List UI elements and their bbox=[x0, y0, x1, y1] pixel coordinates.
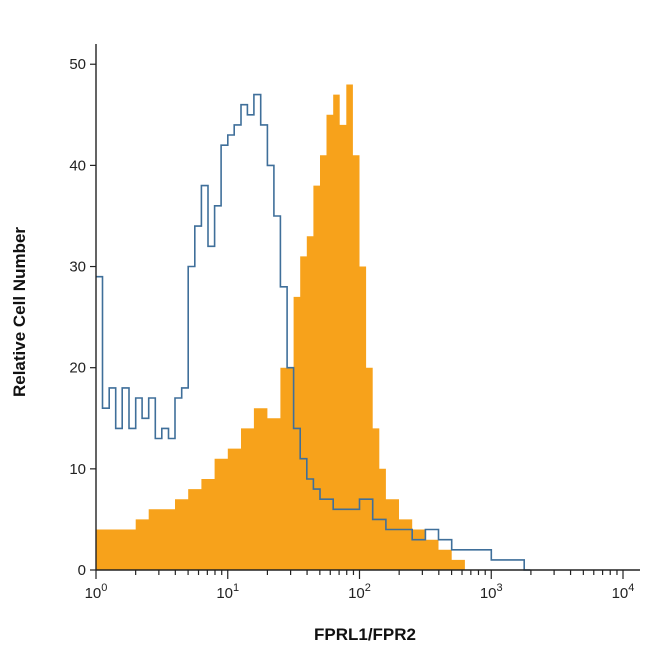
x-tick-label: 100 bbox=[85, 582, 108, 602]
x-tick-label: 103 bbox=[480, 582, 503, 602]
filled-histogram-group bbox=[96, 84, 477, 570]
y-tick-label: 0 bbox=[78, 562, 86, 579]
x-tick-label: 101 bbox=[216, 582, 239, 602]
y-tick-label: 20 bbox=[69, 360, 86, 377]
series-outline-histogram bbox=[96, 93, 531, 571]
x-axis-title: FPRL1/FPR2 bbox=[314, 625, 416, 644]
outline-histogram-group bbox=[96, 93, 531, 571]
x-tick-label: 104 bbox=[612, 582, 635, 602]
series-filled-histogram bbox=[96, 84, 477, 570]
y-axis-title: Relative Cell Number bbox=[10, 227, 29, 397]
y-tick-label: 40 bbox=[69, 157, 86, 174]
x-axis-ticks: 100 101 102 103 104 bbox=[85, 570, 635, 602]
y-tick-label: 30 bbox=[69, 259, 86, 276]
y-tick-label: 50 bbox=[69, 56, 86, 73]
y-tick-label: 10 bbox=[69, 461, 86, 478]
y-axis-ticks: 0 10 20 30 40 50 bbox=[69, 56, 96, 579]
x-tick-label: 102 bbox=[348, 582, 371, 602]
